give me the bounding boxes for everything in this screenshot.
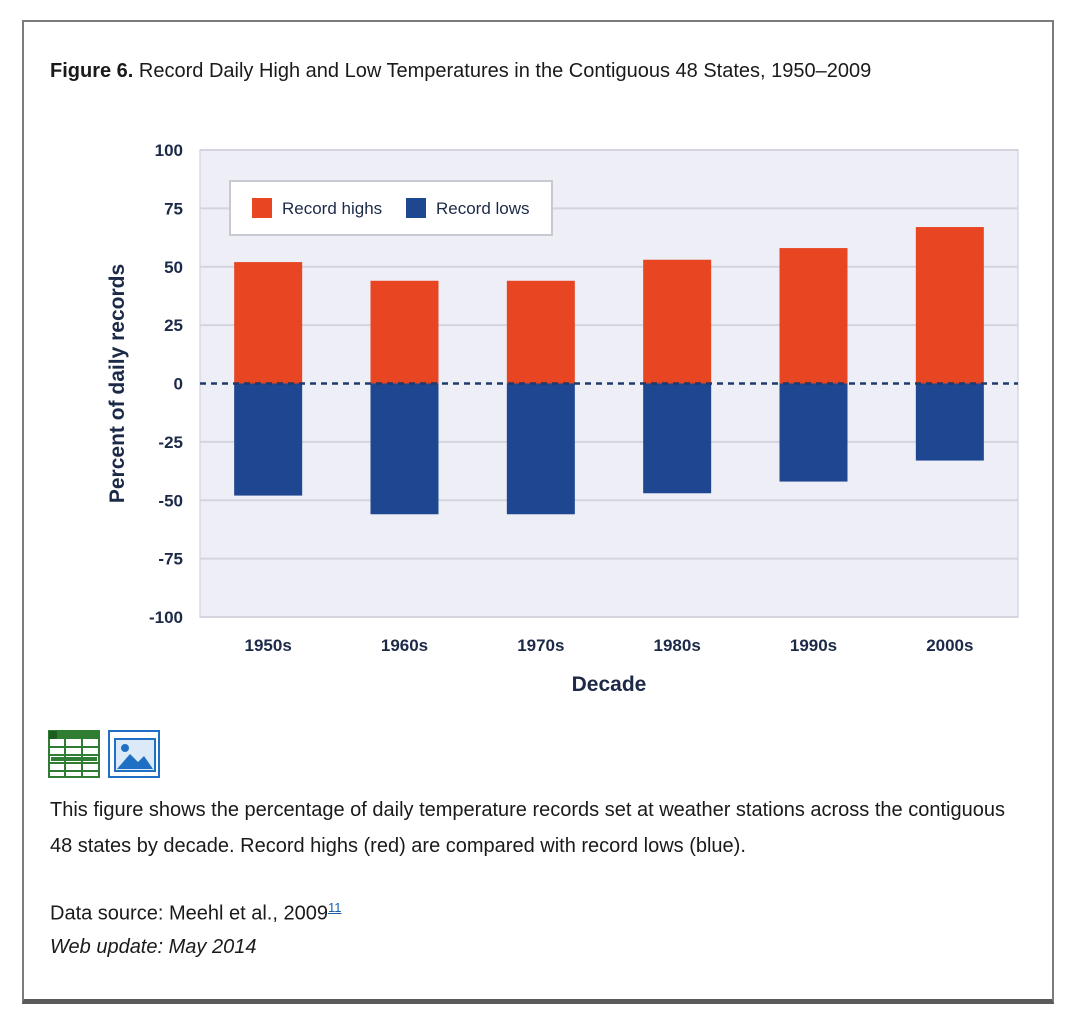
x-tick-label: 1990s [790,636,837,655]
y-tick-label: -75 [158,550,183,569]
legend-swatch [252,198,272,218]
bar-record-high [370,280,439,384]
bar-record-high [234,262,303,384]
y-tick-label: 50 [164,258,183,277]
x-axis-title: Decade [572,673,647,696]
y-tick-label: 100 [155,141,183,160]
bar-record-low [915,383,984,461]
image-icon[interactable] [108,730,160,778]
data-source: Data source: Meehl et al., 200911 [50,900,341,926]
y-tick-label: 0 [174,375,183,394]
legend-label: Record highs [282,199,382,218]
spreadsheet-icon[interactable] [48,730,100,778]
y-tick-label: 25 [164,316,183,335]
bar-record-low [370,383,439,515]
y-tick-label: 75 [164,199,183,218]
bar-record-high [915,227,984,384]
y-tick-label: -100 [149,608,183,627]
web-update: Web update: May 2014 [50,936,257,958]
bar-record-low [506,383,575,515]
figure-description: This figure shows the percentage of dail… [50,799,1005,857]
download-icons [48,730,160,778]
x-tick-label: 1970s [517,636,564,655]
x-tick-label: 1950s [245,636,292,655]
y-tick-label: -50 [158,491,183,510]
figure-title-text: Record Daily High and Low Temperatures i… [138,60,872,82]
x-tick-label: 1960s [381,636,428,655]
bar-record-high [779,248,848,384]
bar-record-low [643,383,712,494]
chart: 100 75 50 25 0 -25 -50 -75 -100 1950s 1960s 1970s 19… [106,141,1019,696]
reference-link[interactable]: 11 [327,900,342,915]
figure-frame: Figure 6. Record Daily High and Low Temp… [22,20,1054,1004]
legend-swatch [406,198,426,218]
y-tick-label: -25 [158,433,183,452]
y-axis-title: Percent of daily records [106,264,129,503]
legend-box [229,180,553,236]
bar-record-high [643,259,712,384]
bar-record-low [779,383,848,482]
legend-label: Record lows [436,199,530,218]
bar-record-low [234,383,303,496]
x-tick-label: 1980s [654,636,701,655]
x-tick-label: 2000s [926,636,973,655]
figure-title: Figure 6. Record Daily High and Low Temp… [50,60,871,83]
bar-record-high [506,280,575,384]
data-source-text: Data source: Meehl et al., 2009 [50,902,328,925]
figure-label: Figure 6. [50,60,134,82]
